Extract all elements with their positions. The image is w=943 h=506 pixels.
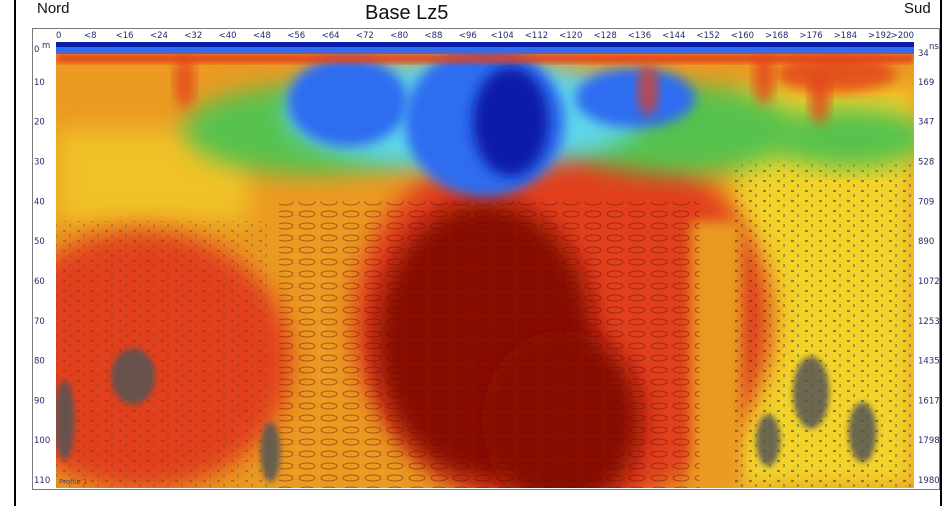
x-axis-ticks: 0 <8 <16 <24 <32 <40 <48 <56 <64 <72 <80 <88 <96 <104…	[56, 31, 914, 41]
y2-tick-label: 1253	[918, 317, 940, 327]
heat-gray-patch	[756, 414, 781, 467]
x-tick-label: <88	[425, 31, 443, 41]
y-axis-depth-ticks: 0 10 20 30 40 50 60 70 80 90 100 110 m	[34, 41, 50, 486]
x-tick-label: <72	[356, 31, 374, 41]
y2-tick-label: 890	[918, 237, 934, 247]
heat-red-streak	[753, 51, 774, 104]
label-nord: Nord	[37, 0, 70, 17]
x-tick-label: >200	[891, 31, 914, 41]
x-tick-label: <40	[219, 31, 237, 41]
heat-green-right	[769, 107, 914, 168]
x-tick-label: <96	[459, 31, 477, 41]
y-tick-label: 70	[34, 317, 45, 327]
x-tick-label: <48	[253, 31, 271, 41]
x-tick-label: <136	[628, 31, 651, 41]
y-tick-label: 10	[34, 78, 45, 88]
heat-red-streak	[776, 55, 897, 92]
y2-tick-label: 528	[918, 157, 934, 167]
radargram-chart: 0 <8 <16 <24 <32 <40 <48 <56 <64 <72 <80 <88 <96 <104…	[34, 31, 940, 488]
x-tick-label: <32	[184, 31, 202, 41]
x-tick-label: <104	[490, 31, 513, 41]
x-tick-label: >192	[868, 31, 891, 41]
x-tick-label: >168	[765, 31, 788, 41]
y2-tick-label: 1617	[918, 396, 940, 406]
heat-darkblue-core	[472, 66, 549, 177]
x-tick-label: <120	[559, 31, 582, 41]
y-tick-label: 20	[34, 118, 45, 128]
y2-tick-label: 709	[918, 197, 934, 207]
x-tick-label: <64	[322, 31, 340, 41]
x-tick-label: <80	[390, 31, 408, 41]
heat-gray-patch	[793, 356, 830, 429]
heat-gray-patch	[111, 348, 156, 405]
heat-blue-right	[575, 67, 696, 128]
heat-ripple	[279, 201, 700, 488]
x-tick-label: >184	[834, 31, 857, 41]
x-tick-label: <24	[150, 31, 168, 41]
x-tick-label: <56	[287, 31, 305, 41]
y2-tick-label: 34	[918, 49, 929, 59]
x-tick-label: <152	[696, 31, 719, 41]
heat-red-streak	[174, 55, 195, 108]
y-tick-label: 110	[34, 476, 50, 486]
y-tick-label: 40	[34, 197, 45, 207]
y-tick-label: 80	[34, 357, 45, 367]
x-tick-label: <128	[593, 31, 616, 41]
x-tick-label: >176	[799, 31, 822, 41]
y2-tick-label: 169	[918, 78, 934, 88]
x-tick-label: <16	[116, 31, 134, 41]
y2-tick-label: 1072	[918, 277, 940, 287]
right-border-line	[940, 0, 942, 506]
y-unit-label: m	[42, 41, 50, 51]
y2-tick-label: 1435	[918, 357, 940, 367]
y2-tick-label: 347	[918, 118, 934, 128]
heat-red-streak	[638, 63, 659, 116]
y-tick-label: 100	[34, 436, 50, 446]
heat-blue-left	[287, 56, 408, 147]
x-tick-label: <8	[84, 31, 97, 41]
y-axis-time-ticks: 34 169 347 528 709 890 1072 1253 1435 1617 1798 198…	[918, 42, 940, 486]
heat-gray-patch	[260, 422, 281, 483]
heat-speck-left	[56, 221, 271, 488]
y2-tick-label: 1980	[918, 476, 940, 486]
y-tick-label: 50	[34, 237, 45, 247]
x-tick-label: <160	[731, 31, 754, 41]
heat-gray-patch	[56, 380, 75, 461]
left-border-line	[14, 0, 16, 506]
y-tick-label: 30	[34, 157, 45, 167]
heat-gray-patch	[848, 402, 877, 463]
x-tick-label: <144	[662, 31, 685, 41]
heatmap-field	[56, 42, 914, 488]
y-tick-label: 0	[34, 45, 39, 55]
heat-surface-red	[56, 54, 914, 63]
y-tick-label: 60	[34, 277, 45, 287]
y2-tick-label: 1798	[918, 436, 940, 446]
heat-surface-darkblue	[56, 42, 914, 47]
profile-corner-label: Profile 1	[59, 478, 87, 486]
label-sud: Sud	[904, 0, 931, 17]
x-tick-label: <112	[525, 31, 548, 41]
chart-title: Base Lz5	[365, 2, 449, 24]
x-tick-label: 0	[56, 31, 61, 41]
y2-unit-label: ns	[929, 42, 939, 52]
y-tick-label: 90	[34, 396, 45, 406]
